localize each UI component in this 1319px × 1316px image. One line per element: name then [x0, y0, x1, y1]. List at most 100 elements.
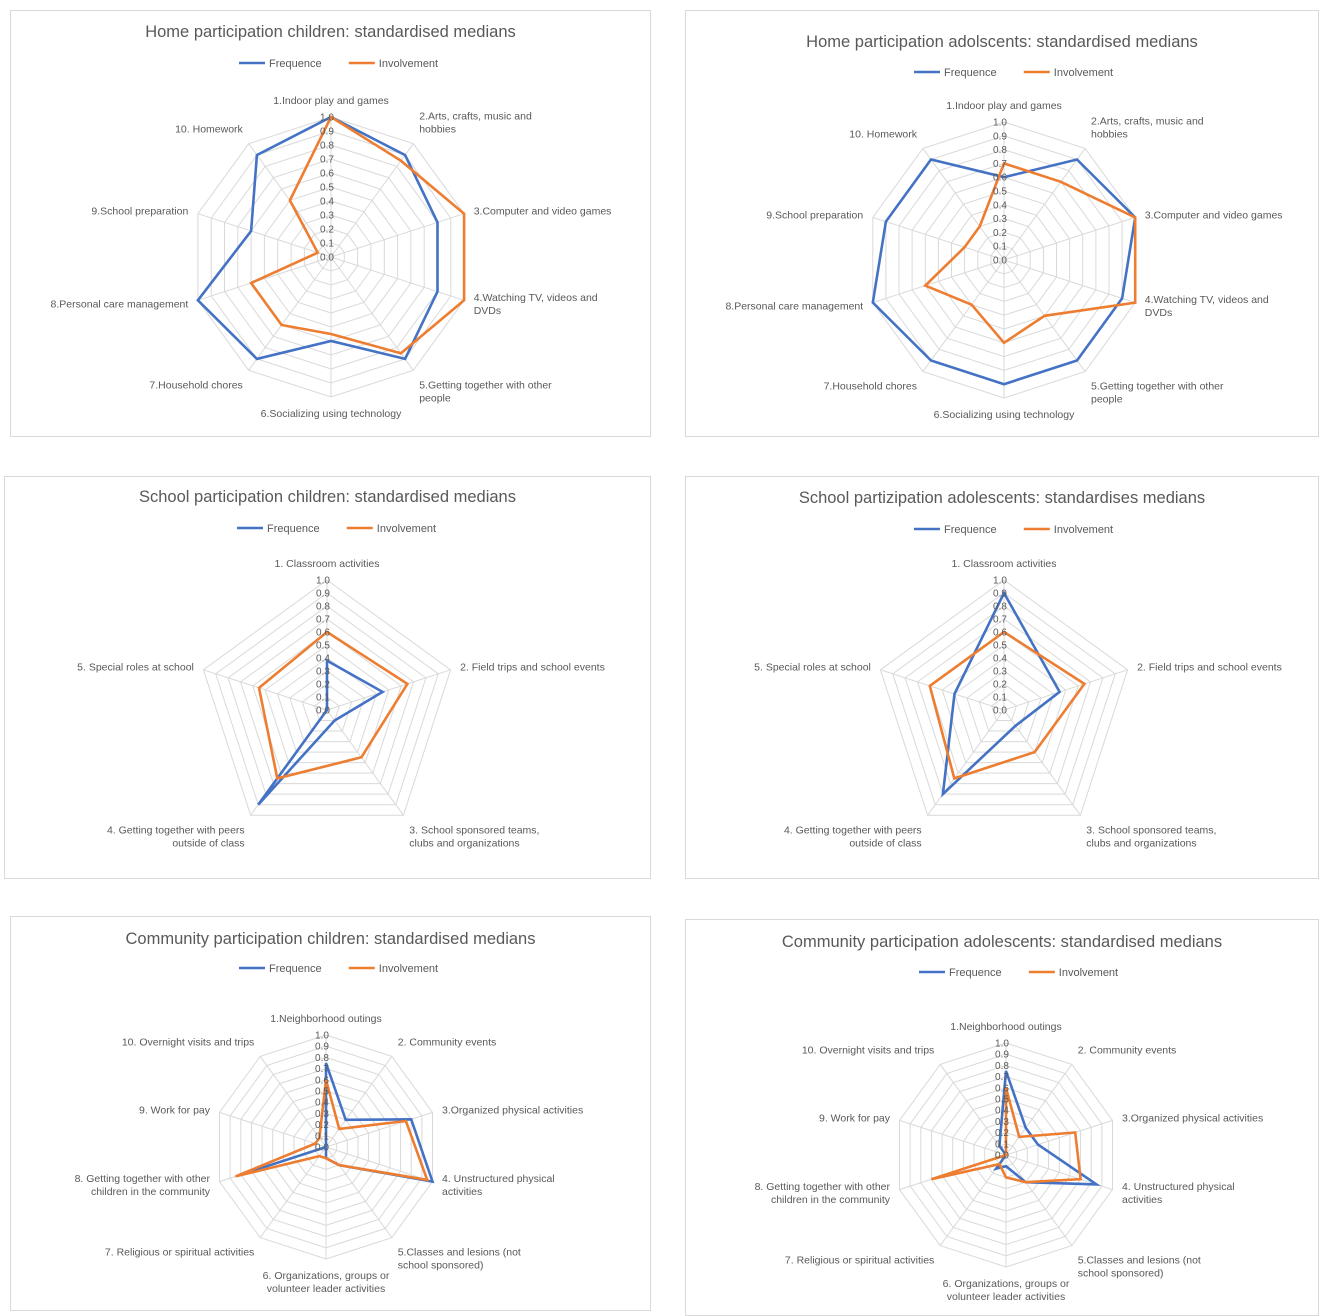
series-involvement-line: [235, 1079, 430, 1182]
category-label-10: 10. Overnight visits and trips: [802, 1044, 934, 1056]
category-label-5: 5. Special roles at school: [754, 662, 871, 674]
category-label-1: 1.Neighborhood outings: [270, 1013, 382, 1025]
radial-tick-label: 0.6: [993, 628, 1007, 639]
category-label-line: school sponsored): [398, 1260, 484, 1272]
category-label-line: outside of class: [172, 837, 244, 849]
chart-panel-community-adolescents: Community participation adolescents: sta…: [685, 919, 1319, 1316]
category-label-line: hobbies: [419, 124, 456, 136]
series-involvement-line: [930, 1087, 1083, 1184]
radial-tick-label: 0.3: [315, 1109, 329, 1120]
chart-title: Community participation adolescents: sta…: [782, 933, 1222, 951]
category-label-3: 3.Organized physical activities: [442, 1104, 583, 1116]
category-label-3: 3.Organized physical activities: [1122, 1112, 1263, 1124]
chart-title: School participation children: standardi…: [139, 488, 516, 506]
legend-frequence-label: Frequence: [269, 58, 322, 70]
radar-chart: School partizipation adolescents: standa…: [754, 489, 1282, 849]
category-label-line: 7. Religious or spiritual activities: [105, 1247, 254, 1259]
grid-spoke: [1005, 1064, 1073, 1156]
radar-chart: Community participation adolescents: sta…: [755, 933, 1264, 1303]
category-label-line: 2. Community events: [398, 1036, 497, 1048]
radial-tick-label: 0.9: [315, 1042, 329, 1053]
grid-spoke: [219, 1111, 327, 1148]
category-label-8: 8.Personal care management: [725, 301, 863, 313]
radial-tick-label: 0.4: [320, 197, 334, 208]
category-label-line: 4. Unstructured physical: [442, 1173, 555, 1185]
category-label-line: 3. School sponsored teams,: [409, 824, 539, 836]
series-frequence-line: [941, 590, 1062, 798]
legend-frequence-label: Frequence: [944, 67, 997, 79]
category-label-4: 4. Unstructured physical activities: [442, 1173, 555, 1198]
grid-spoke: [1005, 1154, 1073, 1246]
chart-panel-home-children: Home participation children: standardise…: [10, 10, 651, 437]
category-label-7: 7.Household chores: [149, 379, 242, 391]
radial-tick-label: 1.0: [993, 576, 1007, 587]
category-label-3: 3.Computer and video games: [1145, 209, 1283, 221]
category-label-line: children in the community: [771, 1194, 891, 1206]
category-label-1: 1. Classroom activities: [951, 558, 1056, 570]
category-label-line: 5.Classes and lesions (not: [1078, 1255, 1201, 1267]
category-label-line: volunteer leader activities: [947, 1291, 1065, 1303]
category-label-line: hobbies: [1091, 128, 1128, 140]
radial-tick-label: 0.4: [315, 1098, 329, 1109]
category-label-line: 1.Indoor play and games: [946, 100, 1062, 112]
legend-involvement-label: Involvement: [1054, 524, 1113, 536]
radial-tick-label: 0.4: [995, 1106, 1009, 1117]
category-label-line: 10. Overnight visits and trips: [802, 1044, 934, 1056]
category-label-6: 6. Organizations, groups or volunteer lea…: [263, 1270, 390, 1295]
category-label-9: 9. Work for pay: [819, 1112, 891, 1124]
radial-tick-label: 0.1: [993, 693, 1007, 704]
category-label-8: 8.Personal care management: [51, 298, 189, 310]
category-label-line: 9.School preparation: [91, 206, 188, 218]
category-label-1: 1.Indoor play and games: [946, 100, 1062, 112]
category-label-line: 4. Getting together with peers: [784, 824, 922, 836]
grid-spoke: [325, 1111, 433, 1148]
radial-tick-label: 0.1: [316, 693, 330, 704]
category-label-line: 5.Getting together with other: [419, 379, 552, 391]
legend-frequence-label: Frequence: [944, 524, 997, 536]
category-label-7: 7. Religious or spiritual activities: [105, 1247, 254, 1259]
radial-tick-label: 0.8: [315, 1053, 329, 1064]
grid-spoke: [1003, 216, 1136, 261]
grid-spoke: [325, 1146, 433, 1183]
chart-title: Community participation children: standa…: [126, 930, 536, 948]
category-label-6: 6.Socializing using technology: [934, 409, 1075, 421]
radial-tick-label: 0.0: [993, 256, 1007, 267]
category-label-6: 6. Organizations, groups or volunteer lea…: [943, 1278, 1070, 1303]
radar-chart: Home participation children: standardise…: [51, 23, 612, 420]
grid-spoke: [922, 259, 1005, 372]
radial-tick-label: 1.0: [316, 576, 330, 587]
radial-tick-label: 0.5: [320, 183, 334, 194]
radial-tick-label: 0.3: [993, 667, 1007, 678]
series-involvement-line: [257, 630, 410, 780]
radial-tick-label: 0.6: [316, 628, 330, 639]
category-label-5: 5. Special roles at school: [77, 662, 194, 674]
grid-ring: [252, 631, 402, 774]
chart-panel-community-children: Community participation children: standa…: [10, 916, 651, 1311]
category-label-line: 2. Field trips and school events: [1137, 662, 1282, 674]
radial-tick-label: 0.3: [993, 214, 1007, 225]
grid-ring: [991, 696, 1017, 721]
grid-spoke: [259, 1146, 327, 1238]
grid-ring: [289, 670, 365, 743]
radial-tick-label: 0.0: [995, 1151, 1009, 1162]
grid-spoke: [259, 1056, 327, 1148]
category-label-5: 5.Getting together with other people: [1091, 381, 1224, 406]
grid-ring: [892, 592, 1116, 806]
radar-chart: Community participation children: standa…: [75, 930, 584, 1295]
category-label-2: 2. Community events: [398, 1036, 497, 1048]
category-label-line: children in the community: [91, 1186, 211, 1198]
grid-spoke: [330, 213, 465, 258]
legend-frequence-label: Frequence: [269, 963, 322, 975]
radial-tick-label: 0.4: [993, 200, 1007, 211]
category-label-line: 10. Homework: [175, 124, 243, 136]
category-label-10: 10. Homework: [849, 128, 917, 140]
category-label-line: 3.Organized physical activities: [442, 1104, 583, 1116]
grid-spoke: [326, 709, 404, 816]
radial-tick-label: 0.6: [993, 173, 1007, 184]
category-label-line: 9. Work for pay: [139, 1104, 211, 1116]
radial-tick-label: 0.5: [993, 187, 1007, 198]
series-involvement-line: [249, 115, 466, 355]
category-label-line: 8.Personal care management: [725, 301, 863, 313]
radar-chart: School participation children: standardi…: [77, 488, 605, 849]
grid-ring: [276, 657, 378, 753]
